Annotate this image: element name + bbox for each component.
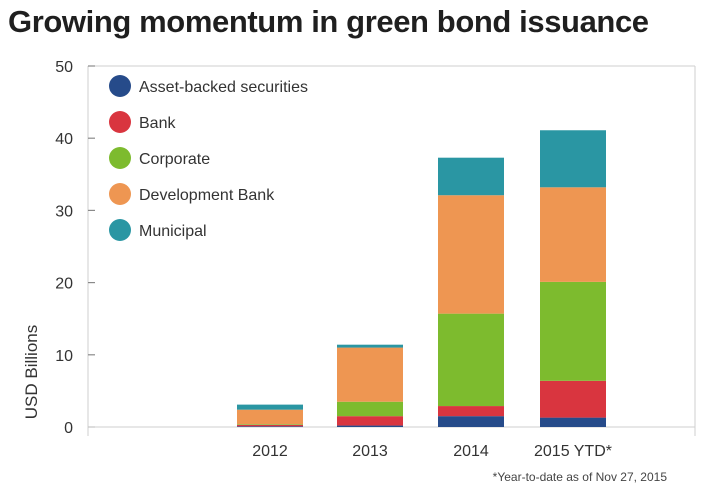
- legend-swatch: [109, 219, 131, 241]
- chart-title: Growing momentum in green bond issuance: [8, 4, 649, 39]
- y-tick-label: 10: [55, 348, 73, 365]
- x-tick-label: 2012: [252, 443, 288, 460]
- bar-segment: [438, 195, 504, 314]
- bar-segment: [540, 417, 606, 427]
- bar-segment: [438, 416, 504, 427]
- y-tick-label: 50: [55, 59, 73, 76]
- bar-segment: [337, 416, 403, 426]
- bar-segment: [237, 424, 303, 427]
- bar-segment: [438, 313, 504, 407]
- legend-label: Asset-backed securities: [139, 79, 308, 96]
- x-tick-label: 2015 YTD*: [534, 443, 612, 460]
- legend-label: Development Bank: [139, 187, 275, 204]
- y-tick-label: 20: [55, 276, 73, 293]
- bar-segment: [337, 347, 403, 402]
- y-tick-label: 30: [55, 203, 73, 220]
- legend-label: Corporate: [139, 151, 210, 168]
- legend-swatch: [109, 147, 131, 169]
- bar-segment: [237, 409, 303, 425]
- bar-segment: [337, 425, 403, 427]
- bar-segment: [540, 281, 606, 381]
- bar-segment: [237, 426, 303, 427]
- legend-swatch: [109, 183, 131, 205]
- bar-segment: [540, 187, 606, 282]
- legend-swatch: [109, 75, 131, 97]
- bar-segment: [237, 424, 303, 425]
- footnote: *Year-to-date as of Nov 27, 2015: [492, 470, 667, 484]
- bar-segment: [438, 157, 504, 196]
- bar-segment: [337, 401, 403, 417]
- y-axis-label: USD Billions: [22, 325, 41, 419]
- legend-label: Municipal: [139, 223, 207, 240]
- y-tick-label: 0: [64, 420, 73, 437]
- bar-segment: [540, 130, 606, 188]
- bar-segment: [540, 380, 606, 418]
- bar-segment: [237, 404, 303, 410]
- x-tick-label: 2014: [453, 443, 489, 460]
- bar-segment: [337, 344, 403, 348]
- legend-swatch: [109, 111, 131, 133]
- y-tick-label: 40: [55, 131, 73, 148]
- legend-label: Bank: [139, 115, 176, 132]
- x-tick-label: 2013: [352, 443, 388, 460]
- bar-segment: [438, 406, 504, 417]
